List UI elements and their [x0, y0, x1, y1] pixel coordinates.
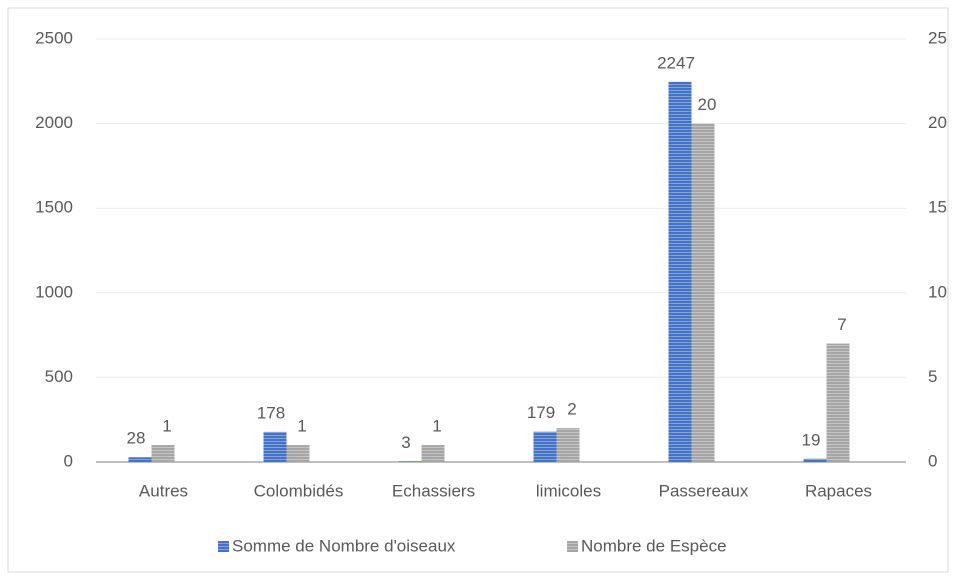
x-tick-label: Autres	[139, 481, 188, 500]
y-tick-label: 1000	[35, 282, 73, 301]
x-tick-label: Passereaux	[659, 481, 749, 500]
data-label: 2247	[657, 53, 695, 72]
y2-tick-label: 0	[928, 451, 937, 470]
legend-swatch	[567, 541, 578, 552]
bar	[826, 343, 850, 462]
bar	[286, 445, 310, 462]
data-label: 1	[162, 417, 171, 436]
x-tick-label: Colombidés	[254, 481, 344, 500]
x-tick-label: Echassiers	[392, 481, 475, 500]
y-tick-label: 1500	[35, 198, 73, 217]
chart-border	[7, 7, 949, 573]
bar	[803, 458, 827, 462]
bar	[691, 123, 715, 462]
data-label: 19	[802, 430, 821, 449]
bar	[263, 431, 287, 462]
y2-tick-label: 20	[928, 113, 947, 132]
data-label: 3	[401, 433, 410, 452]
y2-tick-label: 15	[928, 198, 947, 217]
data-label: 7	[837, 315, 846, 334]
bar	[421, 445, 445, 462]
data-label: 20	[698, 95, 717, 114]
data-label: 2	[567, 400, 576, 419]
x-tick-label: Rapaces	[805, 481, 872, 500]
y2-tick-label: 5	[928, 367, 937, 386]
bar	[556, 428, 580, 462]
bar	[668, 81, 692, 462]
data-label: 28	[127, 429, 146, 448]
data-label: 178	[257, 403, 285, 422]
y2-tick-label: 10	[928, 282, 947, 301]
legend-swatch	[218, 541, 229, 552]
data-label: 179	[527, 403, 555, 422]
data-label: 1	[432, 417, 441, 436]
y-tick-label: 2000	[35, 113, 73, 132]
data-label: 1	[297, 417, 306, 436]
bar	[151, 445, 175, 462]
legend-label: Nombre de Espèce	[581, 536, 727, 555]
y-tick-label: 2500	[35, 28, 73, 47]
bar	[533, 431, 557, 462]
bar	[128, 457, 152, 462]
y-tick-label: 0	[64, 451, 73, 470]
x-tick-label: limicoles	[536, 481, 601, 500]
bar	[398, 461, 422, 462]
y-tick-label: 500	[45, 367, 73, 386]
y2-tick-label: 25	[928, 28, 947, 47]
legend-label: Somme de Nombre d'oiseaux	[232, 536, 456, 555]
